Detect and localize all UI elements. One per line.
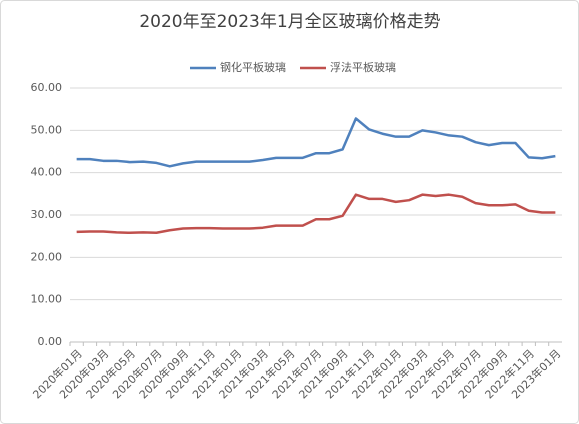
legend-label: 钢化平板玻璃 bbox=[220, 60, 286, 74]
line-series bbox=[76, 117, 556, 168]
legend-label: 浮法平板玻璃 bbox=[330, 60, 396, 74]
line-series bbox=[76, 193, 556, 235]
y-tick-label: 50.00 bbox=[31, 123, 63, 136]
y-tick-label: 20.00 bbox=[31, 250, 63, 263]
y-tick-label: 60.00 bbox=[31, 81, 63, 94]
y-tick-label: 0.00 bbox=[38, 335, 63, 348]
y-tick-label: 10.00 bbox=[31, 293, 63, 306]
chart-title: 2020年至2023年1月全区玻璃价格走势 bbox=[139, 12, 440, 32]
y-tick-label: 30.00 bbox=[31, 208, 63, 221]
y-tick-label: 40.00 bbox=[31, 166, 63, 179]
